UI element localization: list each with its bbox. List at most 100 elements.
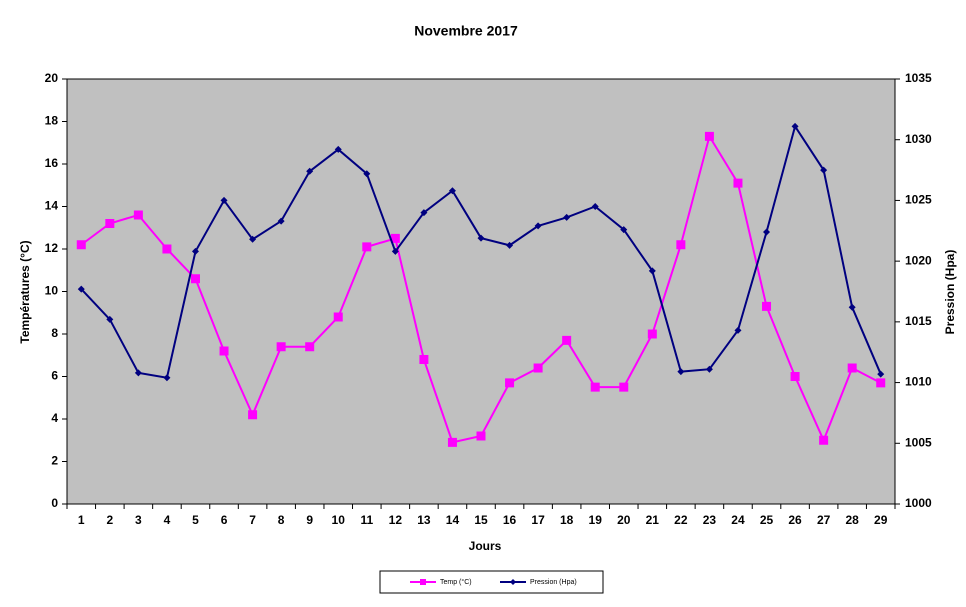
marker [447, 437, 457, 447]
y2-tick-label: 1035 [905, 71, 932, 85]
marker [648, 267, 656, 275]
y2-tick-label: 1030 [905, 132, 932, 146]
x-tick-label: 19 [589, 513, 603, 527]
y-tick-label: 6 [51, 369, 58, 383]
marker [334, 145, 342, 153]
y2-tick-label: 1020 [905, 253, 932, 267]
marker [333, 312, 343, 322]
marker [476, 431, 486, 441]
marker [419, 355, 429, 364]
marker [505, 378, 515, 388]
marker [391, 247, 399, 255]
y-tick-label: 18 [45, 114, 59, 128]
x-tick-label: 24 [731, 513, 745, 527]
marker [705, 365, 713, 373]
marker [763, 228, 771, 236]
marker [590, 382, 600, 392]
marker [362, 242, 372, 252]
y2-tick-label: 1000 [905, 496, 932, 510]
y-tick-label: 20 [45, 71, 59, 85]
x-tick-label: 22 [674, 513, 688, 527]
marker [591, 203, 599, 210]
marker [477, 234, 485, 242]
marker [220, 196, 228, 204]
marker [105, 219, 115, 228]
x-tick-label: 29 [874, 513, 888, 527]
legend-label: Pression (Hpa) [530, 579, 577, 586]
marker [619, 382, 629, 392]
x-tick-label: 9 [306, 513, 313, 527]
x-tick-label: 17 [531, 513, 545, 527]
x-tick-label: 23 [703, 513, 717, 527]
marker [790, 372, 800, 381]
chart-title: Novembre 2017 [414, 23, 518, 39]
y-tick-label: 12 [45, 241, 59, 255]
marker [248, 410, 258, 420]
marker [76, 240, 86, 250]
x-tick-label: 14 [446, 513, 460, 527]
marker [448, 187, 456, 195]
marker [106, 315, 114, 323]
marker [704, 131, 714, 141]
marker [563, 213, 571, 221]
x-tick-label: 10 [332, 513, 346, 527]
x-tick-label: 8 [278, 513, 285, 527]
y2-tick-label: 1010 [905, 375, 932, 389]
x-tick-label: 7 [249, 513, 256, 527]
x-tick-label: 15 [474, 513, 488, 527]
x-tick-label: 13 [417, 513, 431, 527]
legend-box [379, 570, 604, 594]
marker [190, 274, 200, 284]
marker [134, 369, 142, 377]
marker [620, 226, 628, 234]
y-tick-label: 4 [51, 411, 58, 425]
marker [133, 210, 143, 220]
marker [734, 326, 742, 334]
marker [363, 170, 371, 178]
marker [420, 209, 428, 217]
marker [562, 335, 572, 345]
marker [533, 363, 543, 373]
marker [506, 241, 514, 249]
marker [876, 378, 886, 388]
y-axis-label: Températures (°C) [18, 240, 32, 343]
x-tick-label: 27 [817, 513, 831, 527]
marker [534, 222, 542, 230]
marker [305, 342, 315, 352]
marker [277, 217, 285, 225]
legend-marker [510, 579, 516, 585]
marker [820, 166, 828, 174]
marker [249, 235, 257, 243]
marker [162, 244, 172, 254]
y-tick-label: 8 [51, 326, 58, 340]
marker [733, 178, 743, 188]
y2-tick-label: 1015 [905, 314, 932, 328]
marker [677, 368, 685, 376]
y-tick-label: 14 [45, 199, 59, 213]
x-tick-label: 21 [646, 513, 660, 527]
x-tick-label: 25 [760, 513, 774, 527]
y-tick-label: 10 [45, 284, 59, 298]
x-tick-label: 18 [560, 513, 574, 527]
legend-marker [420, 579, 426, 585]
marker [647, 329, 657, 339]
marker [762, 301, 772, 311]
marker [276, 342, 286, 352]
marker [877, 370, 885, 378]
x-tick-label: 4 [164, 513, 171, 527]
marker [219, 346, 229, 356]
marker [163, 374, 171, 382]
marker [791, 122, 799, 130]
x-tick-label: 1 [78, 513, 85, 527]
x-tick-label: 16 [503, 513, 517, 527]
y-tick-label: 16 [45, 156, 59, 170]
x-tick-label: 2 [106, 513, 113, 527]
x-tick-label: 5 [192, 513, 199, 527]
x-tick-label: 6 [221, 513, 228, 527]
x-axis-label: Jours [469, 539, 502, 553]
marker [819, 435, 829, 445]
marker [306, 167, 314, 175]
marker [390, 233, 400, 243]
marker [676, 240, 686, 250]
